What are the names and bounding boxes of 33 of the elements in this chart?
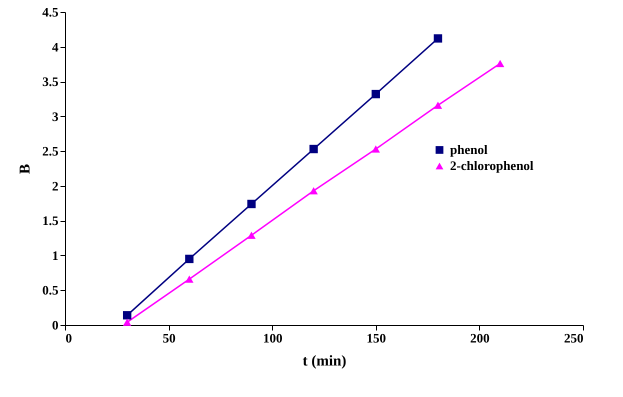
point — [372, 145, 380, 153]
y-tick-label: 4.5 — [42, 4, 59, 20]
legend-label: phenol — [450, 142, 488, 157]
x-tick-label: 200 — [470, 330, 490, 346]
point — [247, 200, 256, 208]
point — [122, 318, 132, 326]
y-tick-label: 3 — [52, 108, 59, 124]
point — [434, 34, 442, 43]
y-tick-label: 1.5 — [42, 213, 59, 228]
y-tick-label: 2 — [52, 178, 58, 194]
point — [496, 60, 504, 68]
x-tick-label: 0 — [66, 330, 72, 346]
x-axis-title: t (min) — [302, 354, 346, 370]
y-tick-label: 0.5 — [42, 282, 59, 298]
legend-label: 2-chlorophenol — [450, 158, 534, 173]
y-axis-title: B — [17, 164, 34, 174]
point — [309, 187, 318, 194]
x-tick-label: 150 — [366, 330, 386, 346]
y-tick-label: 3.5 — [42, 74, 59, 90]
y-tick-label: 1 — [52, 248, 58, 263]
point — [372, 90, 380, 98]
y-tick-label: 0 — [52, 318, 58, 332]
point — [247, 232, 256, 239]
point — [185, 254, 194, 264]
point — [309, 144, 318, 154]
x-tick-label: 50 — [162, 330, 176, 346]
x-tick-label: 250 — [564, 330, 584, 346]
y-tick-label: 4 — [52, 39, 59, 54]
y-tick-label: 2.5 — [42, 144, 59, 159]
point — [434, 102, 442, 109]
x-tick-label: 100 — [262, 330, 282, 346]
point — [185, 275, 194, 283]
point — [122, 311, 132, 320]
